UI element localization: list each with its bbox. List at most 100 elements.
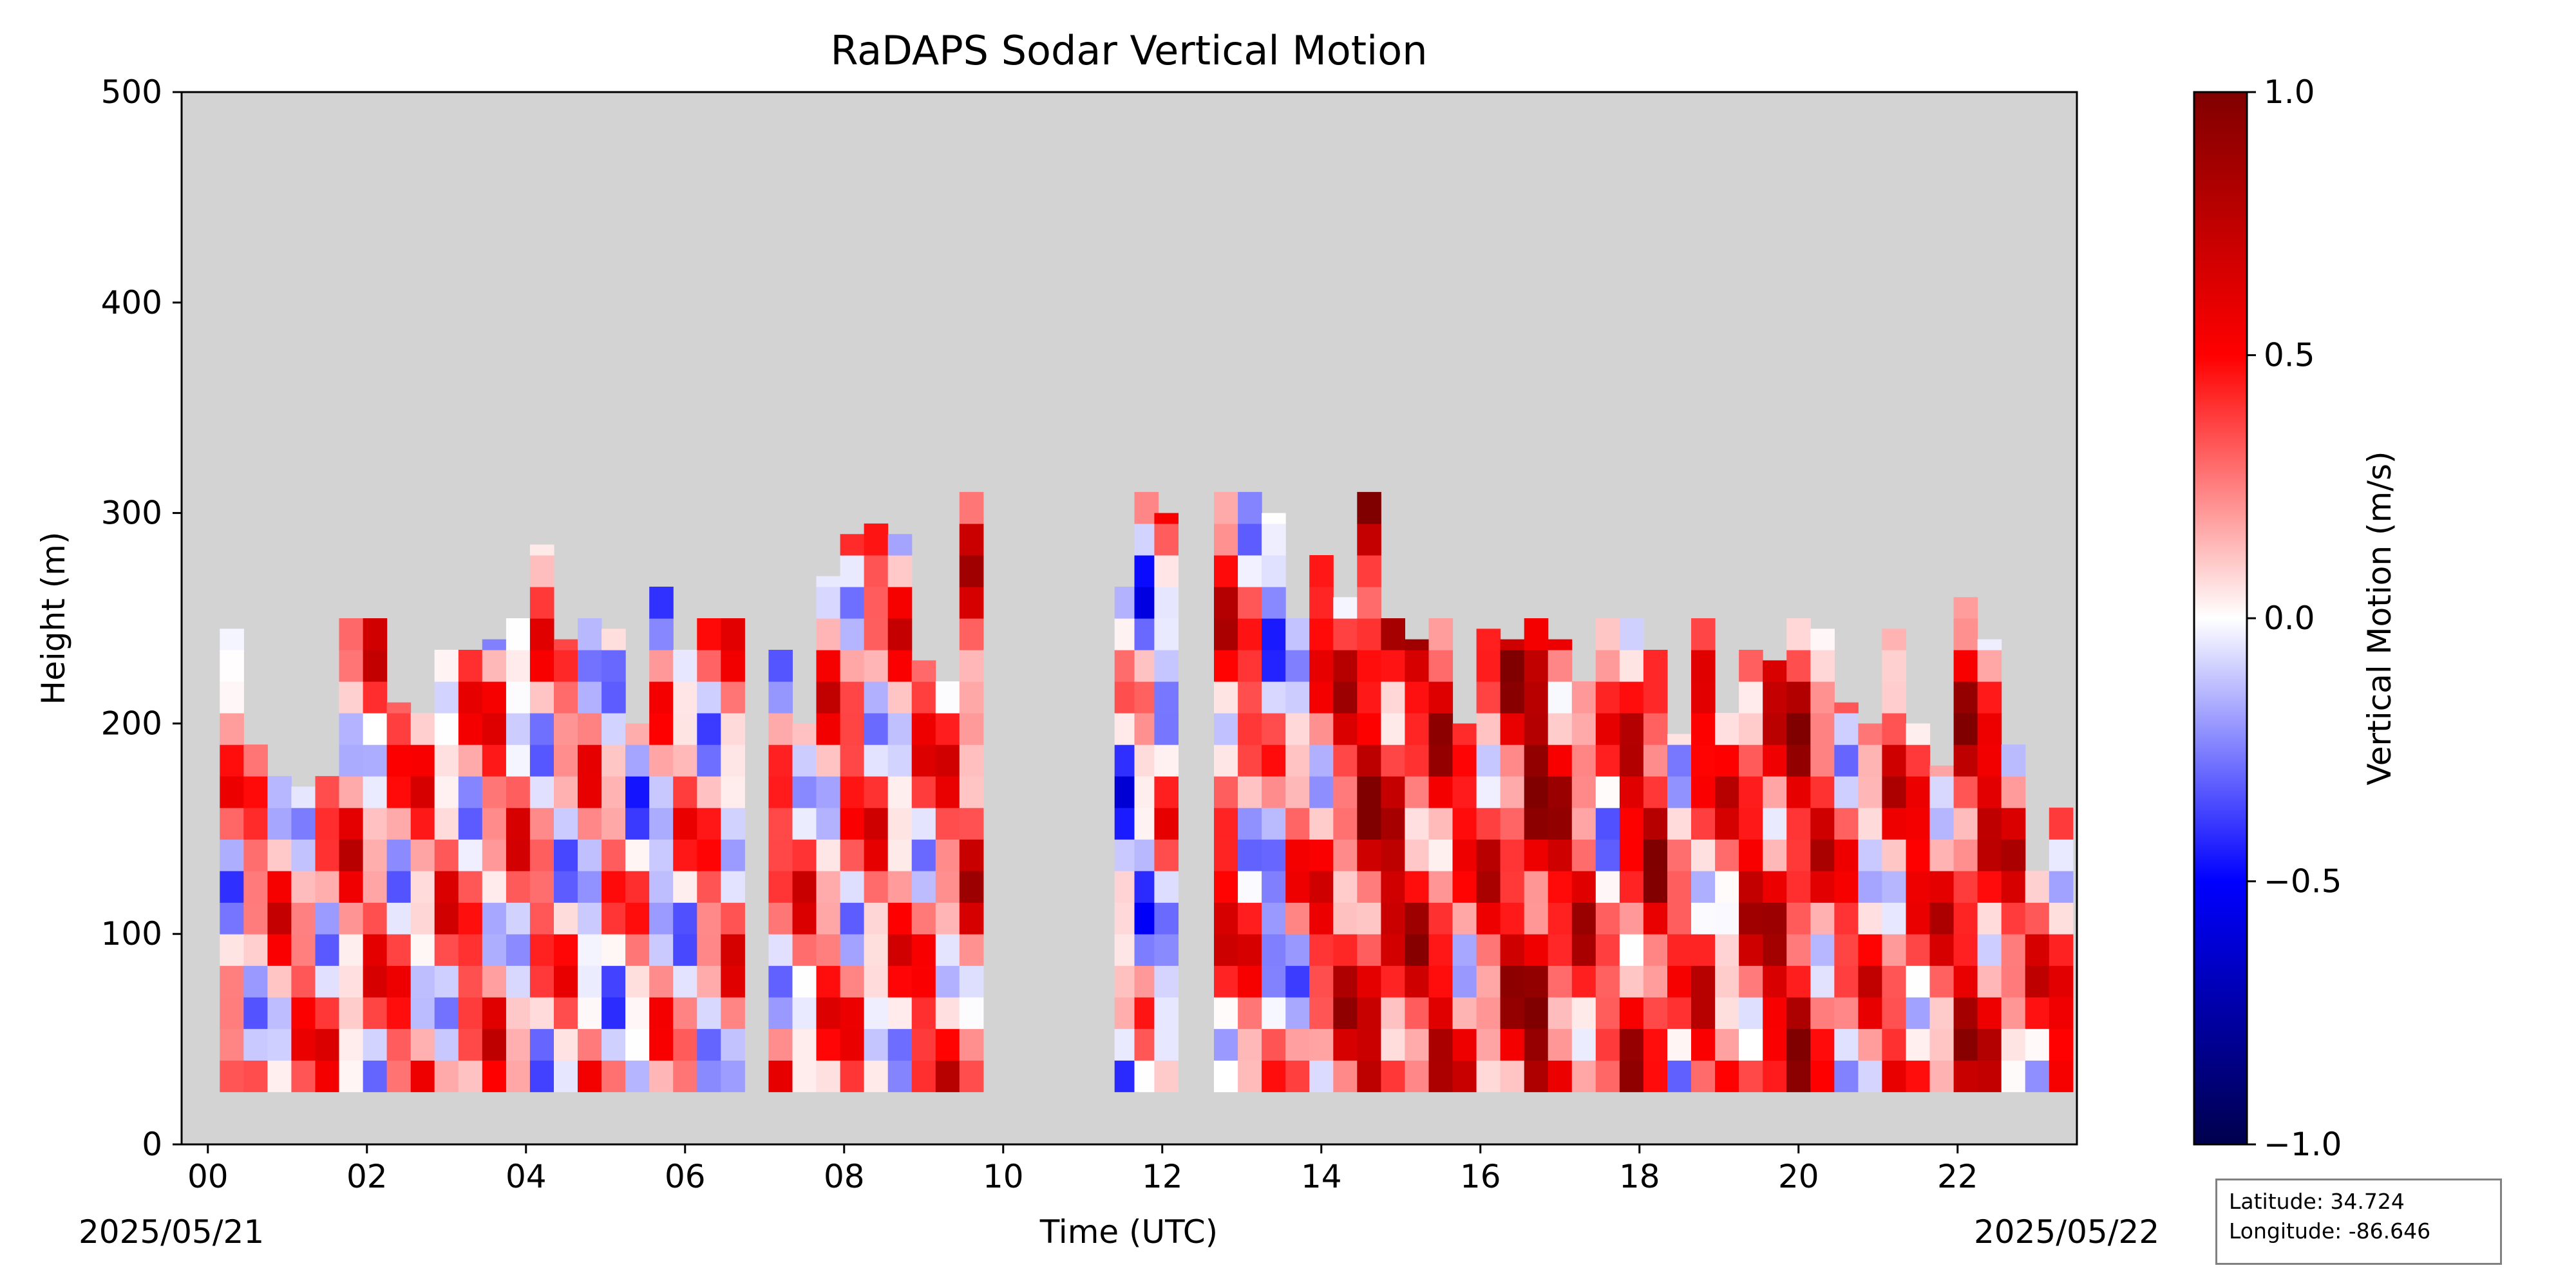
heatmap-cell: [1357, 555, 1381, 587]
heatmap-cell: [1381, 871, 1405, 903]
heatmap-cell: [1428, 808, 1454, 840]
heatmap-cell: [697, 1060, 721, 1092]
heatmap-cell: [1786, 681, 1811, 714]
heatmap-cell: [1977, 744, 2002, 777]
heatmap-cell: [410, 744, 435, 777]
heatmap-cell: [1953, 744, 1978, 777]
heatmap-cell: [887, 650, 913, 682]
heatmap-cell: [1977, 1060, 2002, 1092]
heatmap-cell: [1381, 965, 1405, 998]
heatmap-cell: [1595, 776, 1620, 808]
heatmap-cell: [1214, 555, 1238, 587]
heatmap-cell: [1786, 776, 1811, 808]
heatmap-cell: [339, 713, 364, 745]
heatmap-cell: [1154, 523, 1179, 556]
heatmap-cell: [578, 839, 602, 871]
heatmap-cell: [1643, 1028, 1668, 1061]
heatmap-cell: [291, 902, 316, 934]
heatmap-cell: [578, 808, 602, 840]
heatmap-cell: [1262, 934, 1286, 966]
heatmap-cell: [768, 997, 793, 1029]
heatmap-cell: [1524, 744, 1549, 777]
heatmap-cell: [1309, 618, 1334, 650]
heatmap-cell: [1953, 1060, 1978, 1092]
heatmap-cell: [887, 902, 913, 934]
colorbar-tick-label: −0.5: [2264, 863, 2342, 900]
x-tick-label: 08: [824, 1158, 865, 1195]
heatmap-cell: [959, 744, 984, 777]
heatmap-cell: [816, 808, 841, 840]
heatmap-cell: [458, 650, 483, 682]
heatmap-cell: [1786, 839, 1811, 871]
x-axis-ticks: 00 02 04 06 08 10 12 14 16 18 20 22: [187, 1144, 1978, 1195]
heatmap-cell: [1977, 681, 2002, 714]
heatmap-cell: [1381, 744, 1405, 777]
heatmap-cell: [1691, 650, 1716, 682]
heatmap-cell: [315, 808, 340, 840]
heatmap-cell: [887, 839, 913, 871]
heatmap-cell: [1428, 744, 1454, 777]
heatmap-cell: [1643, 744, 1668, 777]
heatmap-cell: [649, 650, 674, 682]
heatmap-cell: [1428, 839, 1454, 871]
heatmap-cell: [1285, 713, 1310, 745]
heatmap-cell: [1715, 776, 1739, 808]
heatmap-cell: [1834, 1060, 1859, 1092]
heatmap-cell: [1309, 713, 1334, 745]
heatmap-cell: [267, 776, 292, 808]
heatmap-cell: [315, 902, 340, 934]
heatmap-cell: [1715, 871, 1739, 903]
heatmap-cell: [267, 902, 292, 934]
heatmap-cell: [1977, 713, 2002, 745]
heatmap-cell: [721, 776, 745, 808]
heatmap-cell: [673, 808, 697, 840]
heatmap-cell: [1262, 555, 1286, 587]
heatmap-cell: [458, 997, 483, 1029]
heatmap-cell: [1333, 997, 1358, 1029]
heatmap-cell: [1357, 523, 1381, 556]
heatmap-cell: [816, 997, 841, 1029]
heatmap-cell: [959, 523, 984, 556]
heatmap-cell: [1571, 871, 1596, 903]
heatmap-cell: [1285, 650, 1310, 682]
heatmap-cell: [1763, 871, 1787, 903]
heatmap-cell: [291, 1060, 316, 1092]
heatmap-cell: [935, 839, 960, 871]
heatmap-cell: [959, 681, 984, 714]
heatmap-cell: [721, 997, 745, 1029]
heatmap-cell: [673, 713, 697, 745]
heatmap-cell: [1381, 997, 1405, 1029]
heatmap-cell: [1667, 871, 1692, 903]
heatmap-cell: [1500, 902, 1525, 934]
heatmap-cell: [840, 744, 865, 777]
heatmap-cell: [601, 629, 626, 650]
heatmap-cell: [243, 776, 268, 808]
heatmap-cell: [601, 902, 626, 934]
heatmap-cell: [1763, 744, 1787, 777]
heatmap-cell: [1309, 650, 1334, 682]
heatmap-cell: [554, 1060, 578, 1092]
heatmap-cell: [1906, 934, 1931, 966]
heatmap-cell: [792, 808, 817, 840]
heatmap-cell: [220, 629, 244, 650]
heatmap-cell: [625, 723, 650, 745]
heatmap-cell: [649, 1028, 674, 1061]
heatmap-cell: [1643, 997, 1668, 1029]
heatmap-cell: [1858, 934, 1882, 966]
heatmap-cell: [506, 934, 531, 966]
heatmap-cell: [410, 934, 435, 966]
heatmap-cell: [363, 934, 388, 966]
heatmap-cell: [458, 1028, 483, 1061]
heatmap-cell: [1524, 871, 1549, 903]
heatmap-cell: [578, 681, 602, 714]
heatmap-cell: [1381, 1060, 1405, 1092]
heatmap-cell: [554, 997, 578, 1029]
heatmap-cell: [1405, 1028, 1429, 1061]
heatmap-cell: [601, 681, 626, 714]
heatmap-cell: [529, 681, 554, 714]
heatmap-cell: [220, 871, 244, 903]
heatmap-cell: [601, 965, 626, 998]
heatmap-cell: [697, 650, 721, 682]
heatmap-cell: [1357, 650, 1381, 682]
heatmap-cell: [1858, 839, 1882, 871]
